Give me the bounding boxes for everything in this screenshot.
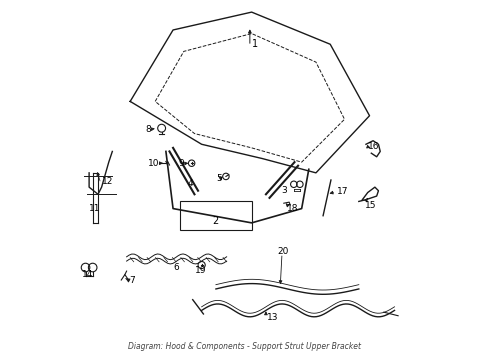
Text: 8: 8 bbox=[145, 126, 151, 135]
Text: 13: 13 bbox=[267, 313, 278, 322]
Text: Diagram: Hood & Components - Support Strut Upper Bracket: Diagram: Hood & Components - Support Str… bbox=[128, 342, 360, 351]
Text: 16: 16 bbox=[367, 141, 379, 150]
Text: 10: 10 bbox=[148, 159, 159, 168]
Text: 12: 12 bbox=[102, 177, 113, 186]
Text: 9: 9 bbox=[178, 159, 183, 168]
Text: 4: 4 bbox=[187, 179, 192, 188]
Text: 14: 14 bbox=[82, 270, 94, 279]
Text: 7: 7 bbox=[129, 275, 135, 284]
Text: 6: 6 bbox=[173, 263, 179, 272]
Text: 1: 1 bbox=[251, 39, 257, 49]
Text: 15: 15 bbox=[365, 202, 376, 211]
Text: 20: 20 bbox=[277, 247, 288, 256]
Text: 2: 2 bbox=[212, 216, 218, 226]
Text: 5: 5 bbox=[216, 174, 222, 183]
Text: 18: 18 bbox=[287, 204, 298, 213]
Text: 3: 3 bbox=[281, 186, 287, 195]
Text: 11: 11 bbox=[89, 204, 101, 213]
Text: 19: 19 bbox=[195, 266, 206, 275]
Text: 17: 17 bbox=[336, 187, 347, 196]
